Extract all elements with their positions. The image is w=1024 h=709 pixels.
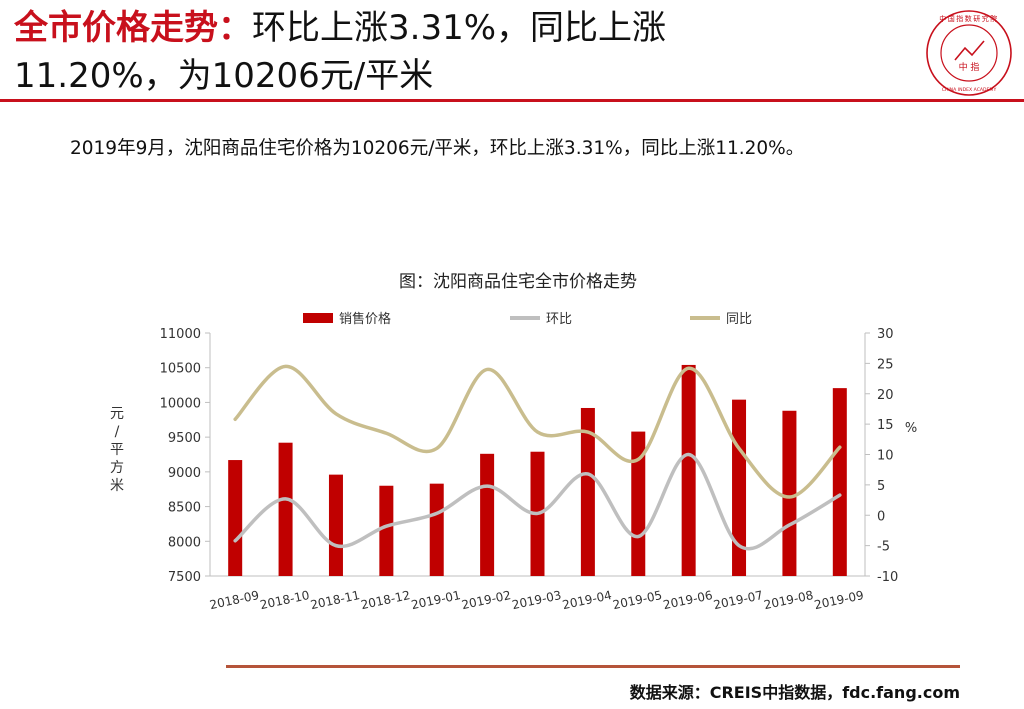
bar-2019-04 xyxy=(580,407,595,576)
point-2-2019-08 xyxy=(788,495,791,499)
point-2-2019-02 xyxy=(485,368,489,371)
title-divider xyxy=(0,99,1024,102)
y-left-axis-label-char: 平 xyxy=(110,442,124,458)
y-left-tick-label: 9000 xyxy=(168,466,201,481)
logo-english-text: CHINA INDEX ACADEMY xyxy=(942,87,997,93)
point-1-2019-04 xyxy=(586,472,590,476)
y-right-tick-label: 0 xyxy=(877,509,885,524)
point-2-2019-06 xyxy=(687,367,690,370)
point-2-2019-04 xyxy=(586,430,590,434)
x-tick-label: 2019-02 xyxy=(460,588,512,612)
logo-arc-text: 中国指数研究院 xyxy=(939,14,999,23)
point-1-2019-09 xyxy=(838,493,842,497)
x-tick-label: 2018-11 xyxy=(309,588,361,612)
y-right-tick-label: 5 xyxy=(877,479,885,494)
x-tick-label: 2018-10 xyxy=(259,588,311,612)
y-right-tick-label: 25 xyxy=(877,357,894,372)
y-left-axis-label-char: 方 xyxy=(110,460,124,476)
point-1-2019-01 xyxy=(435,512,438,515)
bar-2019-01 xyxy=(429,483,444,576)
china-index-academy-logo: 中 指 中国指数研究院 CHINA INDEX ACADEMY xyxy=(926,10,1012,96)
title-line1: 环比上涨3.31%，同比上涨 xyxy=(252,8,667,48)
bar-2019-08 xyxy=(782,410,797,576)
y-right-tick-label: -10 xyxy=(877,570,898,585)
bar-2019-06 xyxy=(681,364,696,576)
data-source: 数据来源：CREIS中指数据，fdc.fang.com xyxy=(629,683,960,702)
point-2-2018-11 xyxy=(334,412,338,415)
point-1-2018-11 xyxy=(334,544,338,547)
point-2-2019-07 xyxy=(737,447,741,450)
bar-2018-11 xyxy=(328,474,343,576)
point-1-2019-07 xyxy=(737,544,741,547)
x-tick-label: 2019-05 xyxy=(611,588,663,612)
y-left-tick-label: 11000 xyxy=(160,327,201,342)
footer-divider xyxy=(226,665,960,668)
logo-center-text: 中 指 xyxy=(959,61,980,73)
x-tick-label: 2019-03 xyxy=(511,588,563,612)
y-left-tick-label: 10000 xyxy=(160,396,201,411)
y-left-tick-label: 9500 xyxy=(168,431,201,446)
x-tick-label: 2019-07 xyxy=(712,588,764,612)
legend-label-1: 环比 xyxy=(546,312,572,327)
y-right-tick-label: 20 xyxy=(877,388,894,403)
x-tick-label: 2018-12 xyxy=(360,588,412,612)
title-highlight: 全市价格走势： xyxy=(14,8,252,48)
y-left-tick-label: 8500 xyxy=(168,501,201,516)
bar-2018-09 xyxy=(228,460,243,576)
x-tick-label: 2019-06 xyxy=(662,588,714,612)
title-line2: 11.20%，为10206元/平米 xyxy=(14,56,434,96)
y-right-tick-label: -5 xyxy=(877,540,890,555)
y-right-tick-label: 15 xyxy=(877,418,894,433)
point-2-2018-12 xyxy=(385,432,388,435)
point-2-2019-09 xyxy=(838,446,842,449)
y-left-axis-label-char: 元 xyxy=(110,406,124,422)
x-tick-label: 2019-08 xyxy=(763,588,815,612)
chart-title: 图：沈阳商品住宅全市价格走势 xyxy=(399,272,637,292)
bar-2019-05 xyxy=(631,431,646,576)
legend-label-2: 同比 xyxy=(726,312,752,327)
y-left-tick-label: 8000 xyxy=(168,535,201,550)
y-right-tick-label: 10 xyxy=(877,449,894,464)
y-left-axis-label-char: 米 xyxy=(110,478,124,494)
point-1-2019-06 xyxy=(687,453,690,456)
point-1-2019-02 xyxy=(485,484,489,488)
point-2-2019-05 xyxy=(637,458,640,461)
y-right-tick-label: 30 xyxy=(877,327,894,342)
y-left-tick-label: 7500 xyxy=(168,570,201,585)
y-left-axis-label-char: / xyxy=(115,424,120,440)
summary-text: 2019年9月，沈阳商品住宅价格为10206元/平米，环比上涨3.31%，同比上… xyxy=(70,138,805,159)
point-2-2019-01 xyxy=(435,447,438,450)
point-1-2019-03 xyxy=(536,512,539,515)
legend-swatch-0 xyxy=(303,313,333,323)
page-title: 全市价格走势：环比上涨3.31%，同比上涨 11.20%，为10206元/平米 xyxy=(14,4,894,100)
x-tick-label: 2018-09 xyxy=(208,588,260,612)
bar-2018-12 xyxy=(379,485,394,576)
point-1-2018-10 xyxy=(284,497,287,501)
point-2-2018-10 xyxy=(284,365,287,368)
point-2-2019-03 xyxy=(536,430,539,434)
bar-2018-10 xyxy=(278,442,293,576)
x-tick-label: 2019-01 xyxy=(410,588,462,612)
point-1-2018-09 xyxy=(233,539,237,542)
bar-2019-09 xyxy=(832,388,847,576)
point-1-2019-08 xyxy=(788,523,791,527)
legend-label-0: 销售价格 xyxy=(339,311,391,327)
x-tick-label: 2019-04 xyxy=(561,588,613,612)
x-tick-label: 2019-09 xyxy=(813,588,865,612)
point-1-2018-12 xyxy=(385,524,388,528)
y-left-tick-label: 10500 xyxy=(160,362,201,377)
y-right-axis-label: % xyxy=(905,421,917,436)
bar-2019-02 xyxy=(480,453,495,576)
point-1-2019-05 xyxy=(637,535,640,538)
point-2-2018-09 xyxy=(233,418,237,421)
